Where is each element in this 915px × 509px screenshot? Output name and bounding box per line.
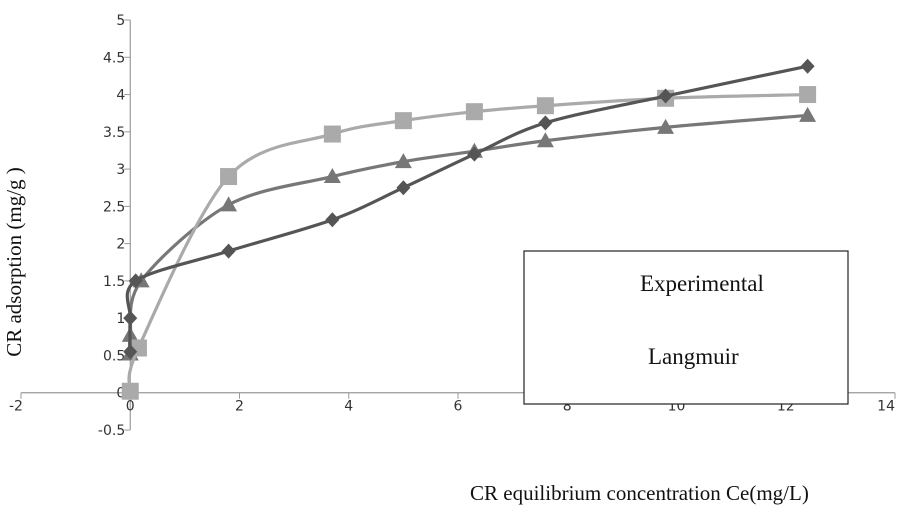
data-point-triangle [394,153,412,169]
series-line-triangle [127,113,808,355]
data-point-square [323,125,341,143]
data-point-triangle [220,196,238,212]
y-tick-label: 3.5 [103,125,125,141]
x-tick-label: 4 [344,399,353,415]
y-tick-label: 5 [116,13,125,29]
data-point-triangle [536,132,554,148]
series-diamond [123,58,815,360]
data-point-square [220,168,238,186]
data-point-diamond [221,243,236,259]
x-tick-label: 8 [563,399,572,415]
y-tick-label: 2.5 [103,199,125,215]
axes: -0.500.511.522.533.544.55-2 0 2 4 6 8 10 12 14 [9,13,896,439]
data-point-square [536,97,554,115]
x-tick-label: 14 [877,399,895,415]
data-point-triangle [657,118,675,134]
data-point-square [394,112,412,130]
data-point-diamond [325,212,340,228]
data-point-diamond [123,344,138,360]
data-point-square [465,103,483,121]
series-line-diamond [125,64,808,352]
y-tick-label: 3 [116,162,125,178]
y-tick-label: -0.5 [98,423,125,439]
series-layer [121,58,817,400]
x-tick-label: 0 [126,399,135,415]
legend: Experimental Langmuir [523,250,849,405]
y-tick-label: 4 [116,88,125,104]
data-point-diamond [123,310,138,326]
data-point-diamond [800,58,815,74]
legend-label-langmuir: Langmuir [648,344,739,369]
data-point-diamond [658,88,673,104]
x-tick-label: -2 [9,399,23,415]
x-tick-label: 2 [235,399,244,415]
y-axis-title: CR adsorption (mg/g ) [2,167,26,357]
y-tick-label: 1.5 [103,274,125,290]
x-tick-label: 6 [454,399,463,415]
y-tick-label: 2 [116,237,125,253]
data-point-diamond [128,273,143,289]
data-point-triangle [323,168,341,184]
y-tick-label: 0 [116,386,125,402]
legend-box [523,250,849,405]
data-point-triangle [799,106,817,122]
y-tick-label: 0.5 [103,348,125,364]
data-point-diamond [467,146,482,162]
series-square [121,86,817,400]
y-tick-label: 1 [116,311,125,327]
data-point-diamond [538,115,553,131]
data-point-square [121,382,139,400]
y-tick-label: 4.5 [103,50,125,66]
data-point-square [799,86,817,104]
x-axis-title: CR equilibrium concentration Ce(mg/L) [470,481,809,505]
data-point-diamond [396,180,411,196]
legend-label-experimental: Experimental [640,271,764,296]
